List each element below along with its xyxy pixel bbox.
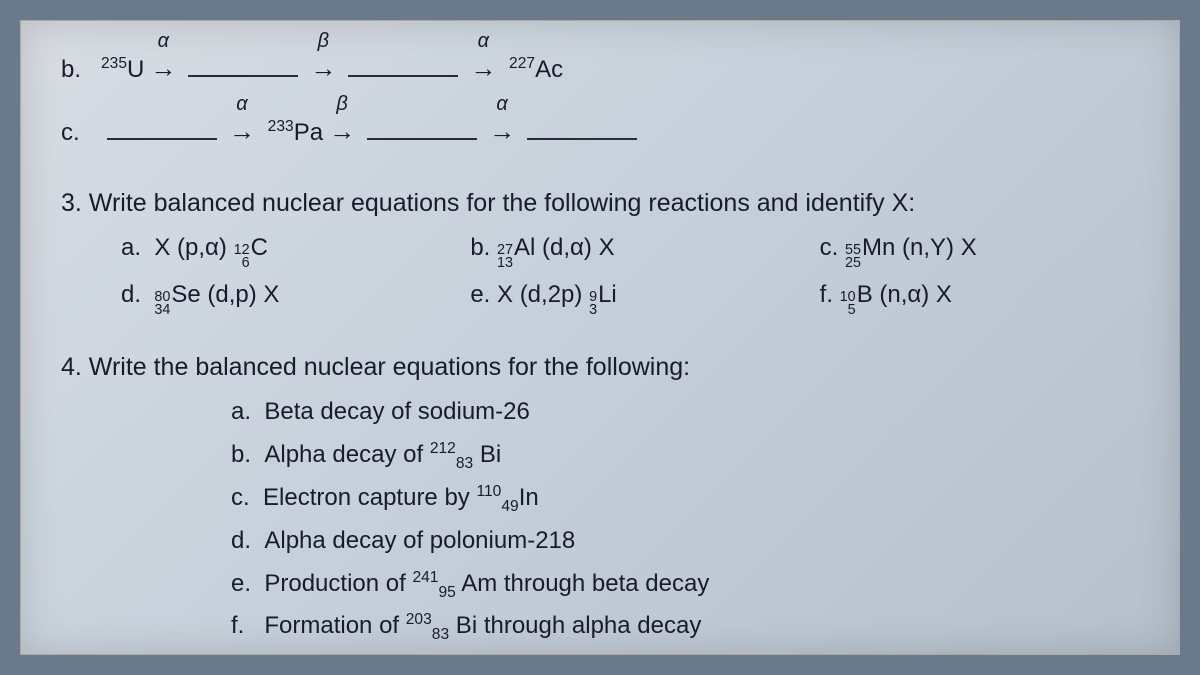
problem-2b-row: b. 235U α→ β→ α→ 227Ac (61, 46, 1139, 91)
q4-d: d. Alpha decay of polonium-218 (231, 521, 1139, 562)
decay-arrow-alpha-3: α→ (229, 109, 255, 154)
problem-2c-row: c. α→ 233Pa β→ α→ (61, 109, 1139, 154)
blank-2b-2 (348, 51, 458, 77)
blank-2c-1 (107, 113, 217, 139)
decay-arrow-alpha: α→ (150, 46, 176, 91)
blank-2c-2 (367, 113, 477, 139)
q4-f: f. Formation of 20383 Bi through alpha d… (231, 606, 1139, 647)
q3-f: f. 105B (n,α) X (820, 275, 1139, 318)
q4-b: b. Alpha decay of 21283 Bi (231, 435, 1139, 476)
q4-e: e. Production of 24195 Am through beta d… (231, 564, 1139, 605)
problem-3-prompt: 3. Write balanced nuclear equations for … (61, 182, 1139, 225)
problem-4-prompt: 4. Write the balanced nuclear equations … (61, 346, 1139, 389)
q4-c: c. Electron capture by 11049In (231, 478, 1139, 519)
decay-arrow-beta: β→ (310, 46, 336, 91)
problem-4-list: a. Beta decay of sodium-26 b. Alpha deca… (231, 392, 1139, 647)
nuclide-227ac: 227Ac (502, 50, 563, 91)
nuclide-235u: 235U (101, 50, 144, 91)
nuclide-233pa: 233Pa (261, 113, 323, 154)
q3-d: d. 8034Se (d,p) X (121, 275, 440, 318)
q3-a: a. X (p,α) 126C (121, 228, 440, 271)
label-2c: c. (61, 113, 101, 154)
q4-a: a. Beta decay of sodium-26 (231, 392, 1139, 433)
decay-arrow-alpha-2: α→ (470, 46, 496, 91)
decay-arrow-alpha-4: α→ (489, 109, 515, 154)
q3-b: b. 2713Al (d,α) X (470, 228, 789, 271)
q3-e: e. X (d,2p) 93Li (470, 275, 789, 318)
blank-2c-3 (527, 113, 637, 139)
q3-c: c. 5525Mn (n,Y) X (820, 228, 1139, 271)
label-2b: b. (61, 50, 101, 91)
decay-arrow-beta-2: β→ (329, 109, 355, 154)
blank-2b-1 (188, 51, 298, 77)
problem-3-grid: a. X (p,α) 126C b. 2713Al (d,α) X c. 552… (121, 228, 1139, 318)
worksheet-page: b. 235U α→ β→ α→ 227Ac c. α→ 233Pa β→ α→… (20, 20, 1180, 655)
